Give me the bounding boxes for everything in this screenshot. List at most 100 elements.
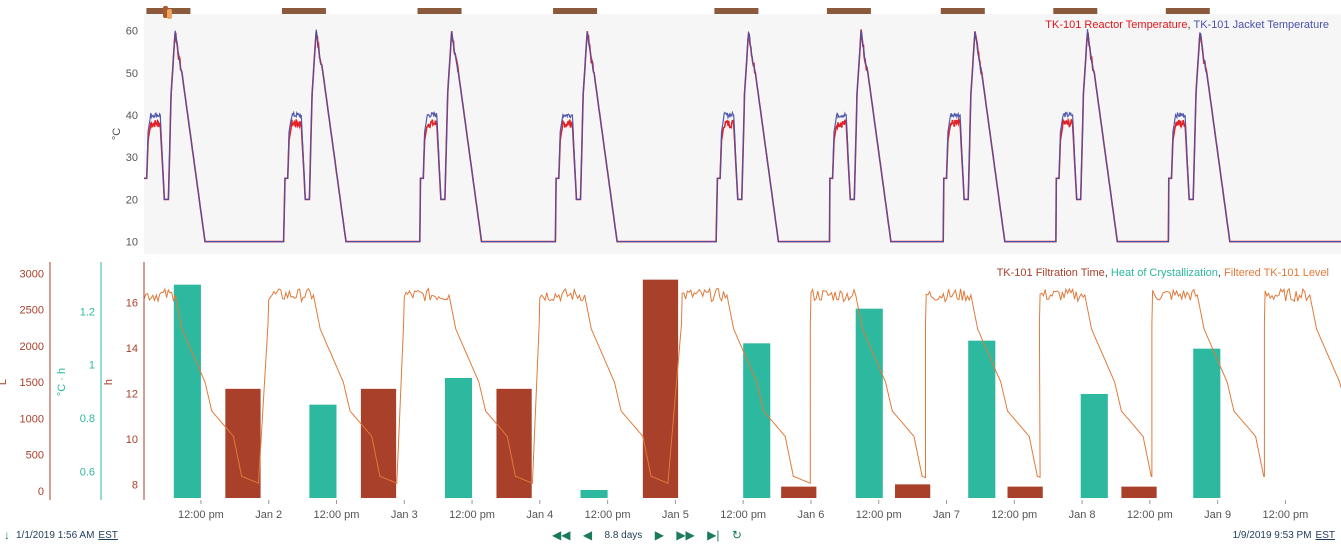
filtration-bar <box>895 484 931 498</box>
heat-bar <box>855 308 883 498</box>
legend-heat-of-crystallization: Heat of Crystallization <box>1111 267 1218 279</box>
heat-bar <box>1193 348 1221 498</box>
legend-filtration-time: TK-101 Filtration Time <box>997 267 1105 279</box>
y-axis-label: h <box>103 379 115 385</box>
x-tick-label: 12:00 pm <box>1262 509 1308 521</box>
y-tick-label: 500 <box>26 450 44 462</box>
legend-filtered-level: Filtered TK-101 Level <box>1224 267 1329 279</box>
y-tick-label: 1.2 <box>80 306 95 318</box>
time-navigation: ◀◀ ◀ 8.8 days ▶ ▶▶ ▶| ↻ <box>552 526 742 544</box>
y-tick-label: 0.8 <box>80 413 95 425</box>
bottom-y-axes: 0 500 1000 1500 2000 2500 3000 L 0.6 0.8 1 1.2 °C · … <box>0 262 145 500</box>
x-tick-label: Jan 4 <box>526 509 553 521</box>
batch-bar <box>714 8 759 14</box>
x-tick-label: Jan 3 <box>391 509 418 521</box>
y-tick-label: 60 <box>126 26 138 38</box>
fast-back-icon[interactable]: ◀◀ <box>552 528 571 542</box>
y-tick-label: 8 <box>132 479 138 491</box>
top-plot-background <box>144 14 1341 254</box>
legend-reactor-temperature: TK-101 Reactor Temperature <box>1045 19 1187 31</box>
heat-bar <box>968 340 996 498</box>
y-tick-label: 3000 <box>20 268 44 280</box>
y-tick-label: 16 <box>126 297 138 309</box>
filtration-bar <box>642 279 679 498</box>
x-tick-label: Jan 7 <box>933 509 960 521</box>
x-tick-label: 12:00 pm <box>856 509 902 521</box>
batch-bar <box>281 8 326 14</box>
x-axis: 12:00 pm Jan 2 12:00 pm Jan 3 12:00 pm Jan 4 1… <box>178 500 1308 521</box>
y-axis-label: L <box>0 379 9 385</box>
x-tick-label: Jan 8 <box>1069 509 1096 521</box>
filtration-bar <box>781 486 817 498</box>
batch-bar <box>940 8 985 14</box>
batch-bar <box>553 8 598 14</box>
x-tick-label: 12:00 pm <box>720 509 766 521</box>
x-tick-label: 12:00 pm <box>314 509 360 521</box>
end-timezone-link[interactable]: EST <box>1315 529 1335 541</box>
y-tick-label: 10 <box>126 237 138 249</box>
y-tick-label: 50 <box>126 68 138 80</box>
level-line <box>143 286 1341 484</box>
batch-bar <box>1165 8 1210 14</box>
range-label[interactable]: 8.8 days <box>604 529 643 541</box>
bottom-level-series <box>143 286 1341 484</box>
filtration-bar <box>360 388 397 498</box>
batch-bar <box>826 8 871 14</box>
top-series <box>144 29 1341 243</box>
y-tick-label: 14 <box>126 343 138 355</box>
legend-separator: , <box>1218 267 1224 279</box>
step-back-icon[interactable]: ◀ <box>582 528 593 542</box>
batch-bar <box>1053 8 1098 14</box>
y-tick-label: 2500 <box>20 305 44 317</box>
x-tick-label: 12:00 pm <box>1127 509 1173 521</box>
series-line-jacket <box>144 29 1341 243</box>
legend-jacket-temperature: TK-101 Jacket Temperature <box>1193 19 1329 31</box>
x-tick-label: 12:00 pm <box>991 509 1037 521</box>
bottom-legend: TK-101 Filtration Time, Heat of Crystall… <box>997 267 1329 279</box>
y-tick-label: 1500 <box>20 377 44 389</box>
y-tick-label: 12 <box>126 388 138 400</box>
step-forward-icon[interactable]: ▶ <box>654 528 664 542</box>
filtration-bar <box>496 388 532 498</box>
top-y-axis: 10 20 30 40 50 60 °C <box>111 26 138 249</box>
y-tick-label: 30 <box>126 152 138 164</box>
filtration-bar <box>1121 486 1157 498</box>
arrow-down-icon[interactable]: ↓ <box>4 528 10 542</box>
heat-bar <box>173 284 201 498</box>
footer-start: ↓ 1/1/2019 1:56 AM EST <box>4 526 118 544</box>
x-tick-label: 12:00 pm <box>178 509 224 521</box>
heat-bar <box>444 378 473 498</box>
x-tick-label: 12:00 pm <box>449 509 495 521</box>
start-timezone-link[interactable]: EST <box>98 529 118 541</box>
x-tick-label: Jan 9 <box>1204 509 1231 521</box>
legend-separator: , <box>1105 267 1111 279</box>
x-tick-label: Jan 6 <box>797 509 824 521</box>
end-time: 1/9/2019 9:53 PM <box>1232 529 1312 541</box>
refresh-icon[interactable]: ↻ <box>731 528 742 542</box>
y-tick-label: 0 <box>38 486 44 498</box>
y-axis-label: °C <box>111 128 123 140</box>
y-tick-label: 0.6 <box>80 466 95 478</box>
y-tick-label: 1000 <box>20 413 44 425</box>
y-tick-label: 40 <box>126 110 138 122</box>
trend-chart: 10 20 30 40 50 60 °C 0 500 1000 1500 2000 2500 3000 L… <box>0 6 1341 521</box>
capsule-icon[interactable] <box>163 6 172 19</box>
x-tick-label: 12:00 pm <box>585 509 631 521</box>
heat-bar <box>743 343 771 498</box>
y-tick-label: 10 <box>126 434 138 446</box>
y-tick-label: 1 <box>89 360 95 372</box>
bottom-bars <box>173 279 1221 498</box>
heat-bar <box>309 404 337 498</box>
heat-bar <box>580 490 608 498</box>
top-legend: TK-101 Reactor Temperature, TK-101 Jacke… <box>1045 19 1329 31</box>
y-tick-label: 20 <box>126 194 138 206</box>
start-time: 1/1/2019 1:56 AM <box>16 529 95 541</box>
filtration-bar <box>1007 486 1043 498</box>
fast-forward-icon[interactable]: ▶▶ <box>676 528 695 542</box>
x-tick-label: Jan 2 <box>255 509 282 521</box>
end-icon[interactable]: ▶| <box>707 528 720 542</box>
heat-bar <box>1080 394 1108 498</box>
y-axis-label: °C · h <box>56 368 68 396</box>
batch-bar <box>417 8 462 14</box>
y-tick-label: 2000 <box>20 341 44 353</box>
